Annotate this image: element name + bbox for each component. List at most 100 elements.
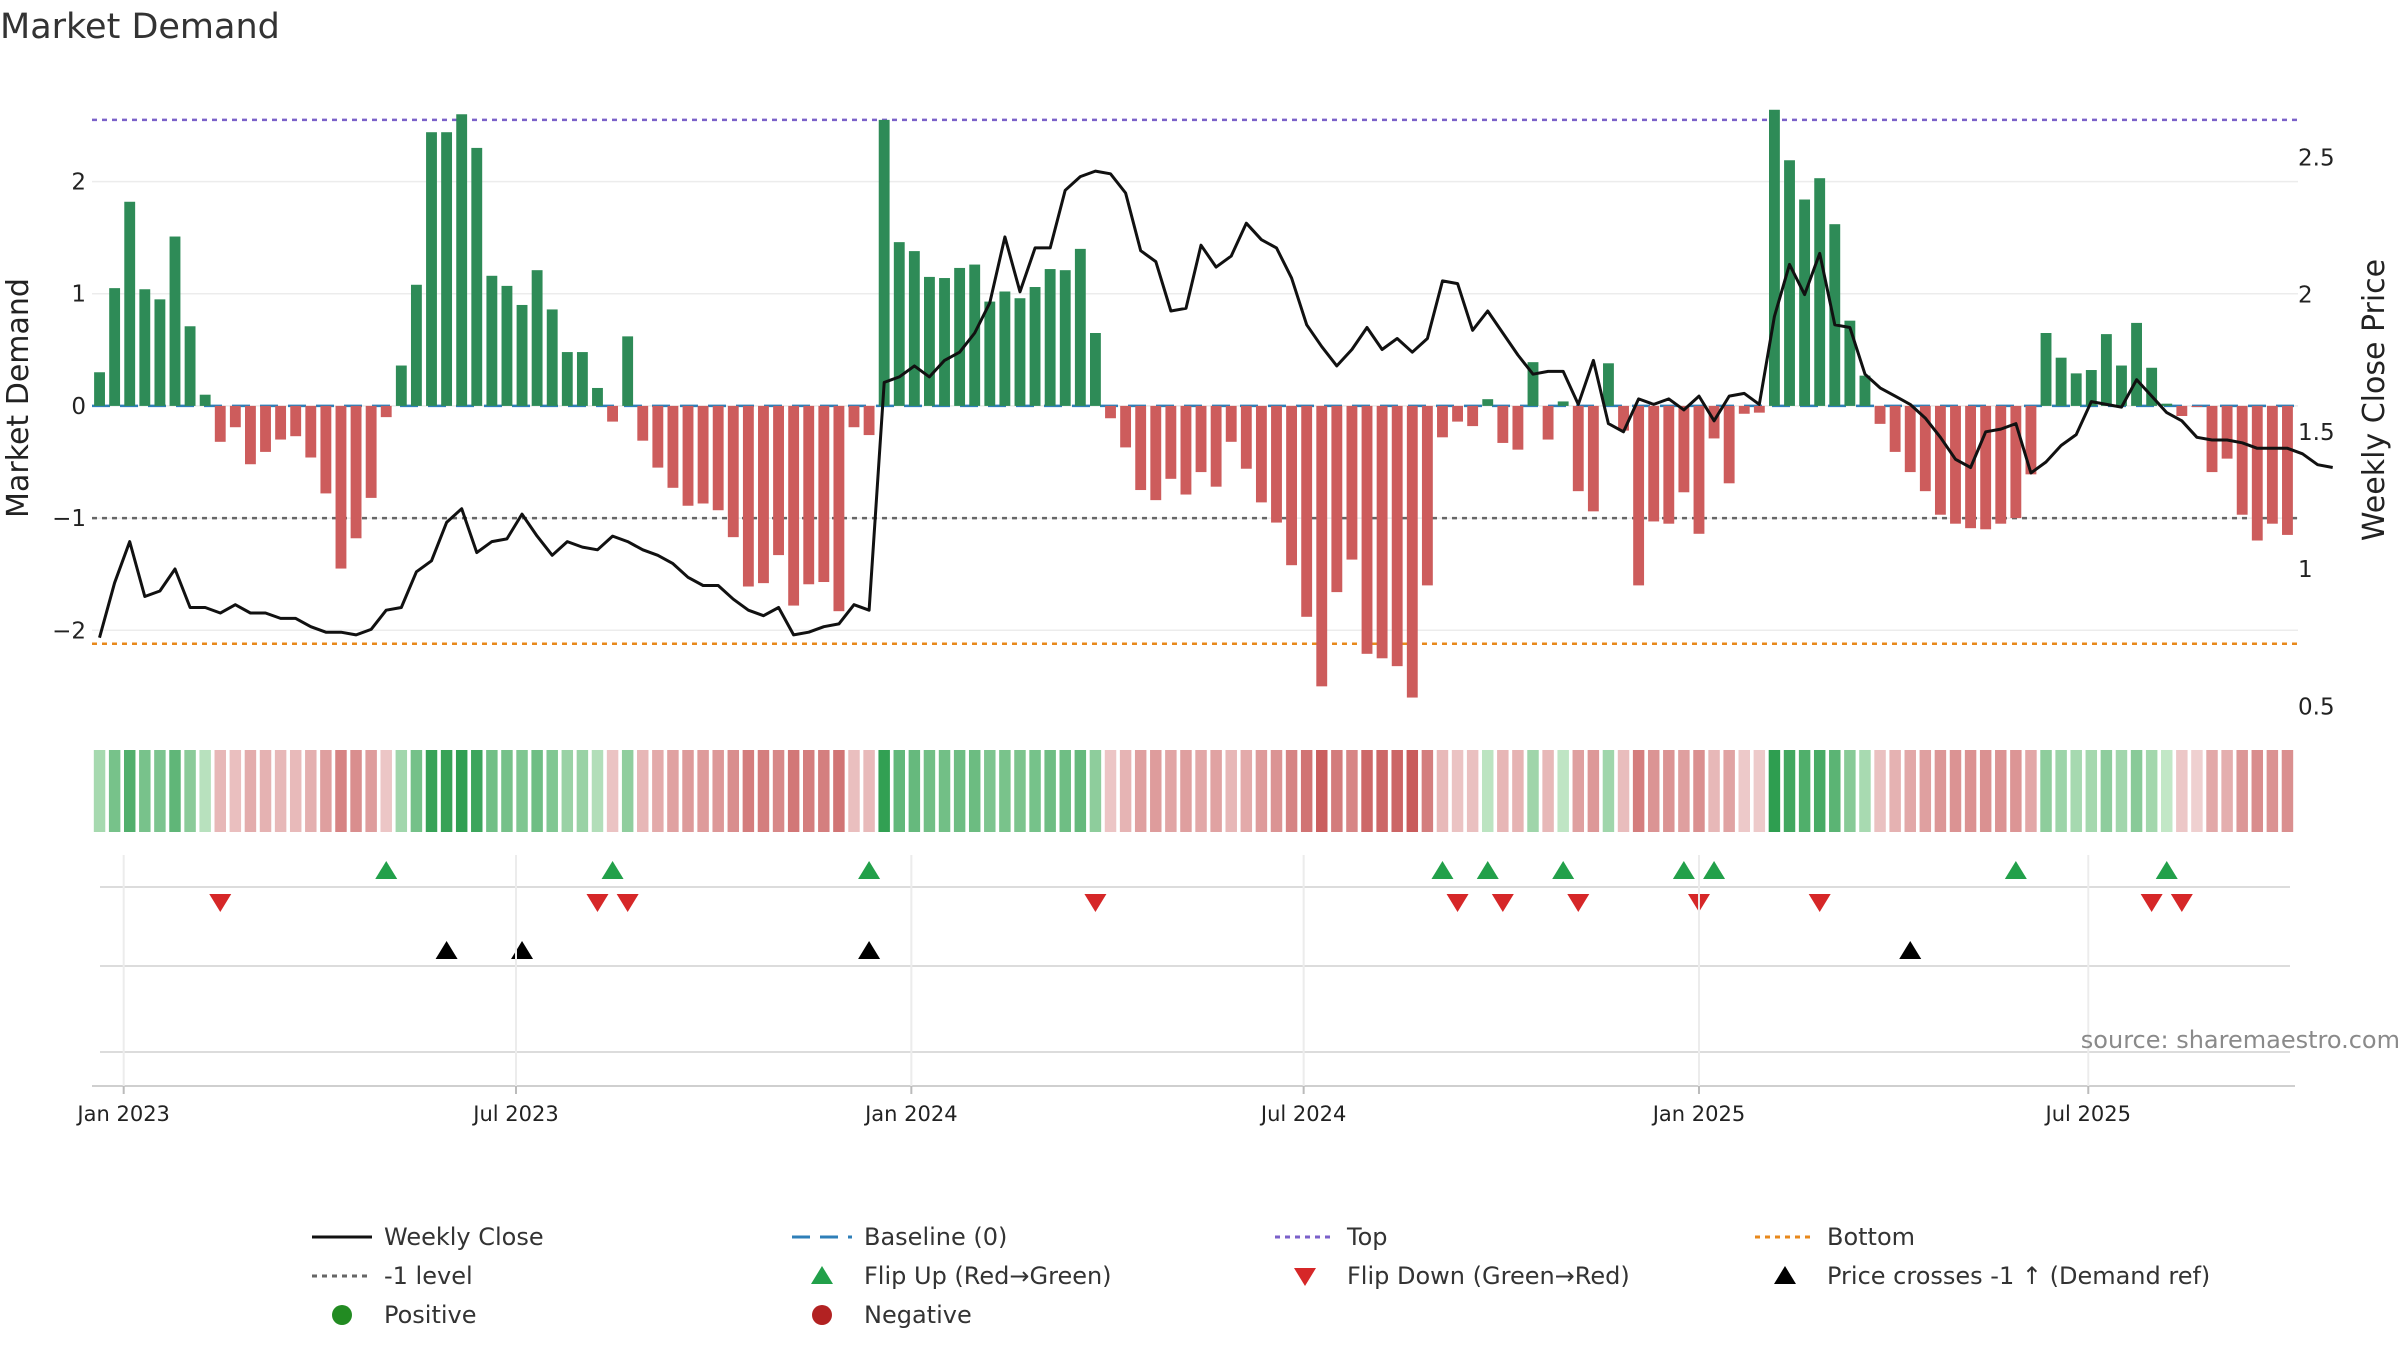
- positive-demand-bar: [516, 304, 528, 406]
- positive-demand-bar: [2161, 403, 2173, 406]
- negative-demand-bar: [1316, 405, 1328, 687]
- heatstrip-negative-cell: [1632, 750, 1645, 832]
- legend-swatch-triangle-down: [1294, 1268, 1316, 1286]
- heatstrip-negative-cell: [1316, 750, 1328, 832]
- left-y-tick-label: −2: [52, 618, 86, 644]
- heatstrip-negative-cell: [1587, 750, 1600, 832]
- negative-demand-bar: [320, 405, 332, 494]
- right-y-tick-label: 0.5: [2298, 694, 2335, 720]
- negative-demand-bar: [607, 405, 618, 422]
- heatstrip-positive-cell: [923, 750, 936, 832]
- negative-demand-bar: [1240, 405, 1252, 469]
- heatstrip-negative-cell: [1466, 750, 1479, 832]
- heatstrip-positive-cell: [1768, 750, 1781, 832]
- positive-demand-bar: [1029, 287, 1041, 406]
- heatstrip-positive-cell: [1014, 750, 1026, 832]
- positive-demand-bar: [1829, 224, 1841, 406]
- heatstrip-negative-cell: [863, 750, 875, 832]
- heatstrip-negative-cell: [1240, 750, 1253, 832]
- negative-demand-bar: [380, 405, 392, 418]
- heatstrip-negative-cell: [1134, 750, 1147, 832]
- heatstrip-negative-cell: [667, 750, 679, 832]
- positive-demand-bar: [999, 291, 1011, 406]
- negative-demand-bar: [1904, 405, 1916, 473]
- heatstrip-positive-cell: [1557, 750, 1569, 832]
- legend-item: Negative: [812, 1301, 972, 1329]
- heatstrip-positive-cell: [1029, 750, 1041, 832]
- legend-label: -1 level: [384, 1262, 473, 1290]
- negative-demand-bar: [682, 405, 694, 506]
- negative-demand-bar: [1919, 405, 1931, 492]
- heatstrip-negative-cell: [1647, 750, 1660, 832]
- negative-demand-bar: [1950, 405, 1961, 524]
- positive-demand-bar: [199, 394, 211, 406]
- flip-down-marker: [616, 894, 639, 912]
- right-y-tick-label: 2.5: [2298, 145, 2335, 171]
- negative-demand-bar: [1874, 405, 1886, 424]
- positive-demand-bar: [1074, 248, 1086, 406]
- legend-item: Top: [1275, 1223, 1388, 1251]
- heatstrip-negative-cell: [259, 750, 272, 832]
- positive-demand-bar: [954, 267, 966, 406]
- negative-demand-bar: [1723, 405, 1735, 484]
- flip-up-marker: [1703, 861, 1726, 879]
- x-tick-label: Jul 2025: [2044, 1102, 2131, 1126]
- negative-demand-bar: [2282, 405, 2293, 535]
- right-y-tick-label: 2: [2298, 283, 2313, 309]
- negative-demand-bar: [2221, 405, 2233, 459]
- heatstrip-negative-cell: [1693, 750, 1705, 832]
- heatstrip-negative-cell: [772, 750, 785, 832]
- negative-demand-bar: [712, 405, 724, 511]
- price-cross-marker: [511, 941, 534, 959]
- heatstrip-positive-cell: [938, 750, 951, 832]
- heatstrip-positive-cell: [1074, 750, 1087, 832]
- legend-item: Baseline (0): [792, 1223, 1007, 1251]
- heatstrip-positive-cell: [2161, 750, 2173, 832]
- negative-demand-bar: [1135, 405, 1147, 491]
- flip-up-marker: [2155, 861, 2178, 879]
- flip-down-marker: [1808, 894, 1831, 912]
- positive-demand-bar: [1059, 270, 1071, 406]
- heatstrip-positive-cell: [999, 750, 1011, 832]
- negative-demand-bar: [1165, 405, 1177, 479]
- legend-label: Negative: [864, 1301, 972, 1329]
- positive-demand-bar: [1014, 298, 1026, 406]
- negative-demand-bar: [788, 405, 800, 606]
- heatstrip-negative-cell: [1421, 750, 1434, 832]
- positive-demand-bar: [1557, 401, 1569, 406]
- legend-label: Bottom: [1827, 1223, 1915, 1251]
- x-axis: Jan 2023 Jul 2023 Jan 2024 Jul 2024 Jan 2025…: [75, 855, 2295, 1126]
- source-credit: source: sharemaestro.com: [2081, 1026, 2400, 1054]
- negative-demand-bar: [773, 405, 784, 556]
- positive-demand-bar: [2131, 322, 2142, 406]
- price-cross-marker: [435, 941, 458, 959]
- heatstrip-negative-cell: [2025, 750, 2037, 832]
- negative-demand-bar: [742, 405, 754, 587]
- heatstrip-negative-cell: [365, 750, 377, 832]
- positive-demand-bar: [1527, 362, 1539, 406]
- positive-demand-bar: [2070, 373, 2082, 406]
- negative-demand-bar: [1391, 405, 1403, 667]
- negative-demand-bar: [1618, 405, 1629, 431]
- negative-demand-bar: [758, 405, 769, 584]
- negative-demand-bar: [2191, 405, 2203, 408]
- positive-demand-bar: [592, 387, 603, 406]
- negative-demand-bar: [2266, 405, 2278, 524]
- flip-down-marker: [1446, 894, 1469, 912]
- positive-demand-bar: [1859, 375, 1871, 406]
- positive-demand-bar: [139, 289, 151, 406]
- heatstrip-positive-cell: [455, 750, 468, 832]
- negative-demand-bar: [1587, 405, 1599, 512]
- flip-down-marker: [2170, 894, 2193, 912]
- negative-demand-bar: [1693, 405, 1705, 534]
- positive-demand-bar: [1769, 109, 1780, 406]
- positive-demand-bar: [1603, 363, 1614, 406]
- negative-demand-bar: [1934, 405, 1946, 515]
- negative-demand-bar: [1678, 405, 1690, 493]
- negative-demand-bar: [260, 405, 271, 452]
- heatstrip-positive-cell: [1859, 750, 1871, 832]
- heatstrip-negative-cell: [1436, 750, 1449, 832]
- heatstrip-positive-cell: [501, 750, 513, 832]
- positive-demand-bar: [531, 270, 543, 406]
- positive-demand-bar: [878, 119, 890, 406]
